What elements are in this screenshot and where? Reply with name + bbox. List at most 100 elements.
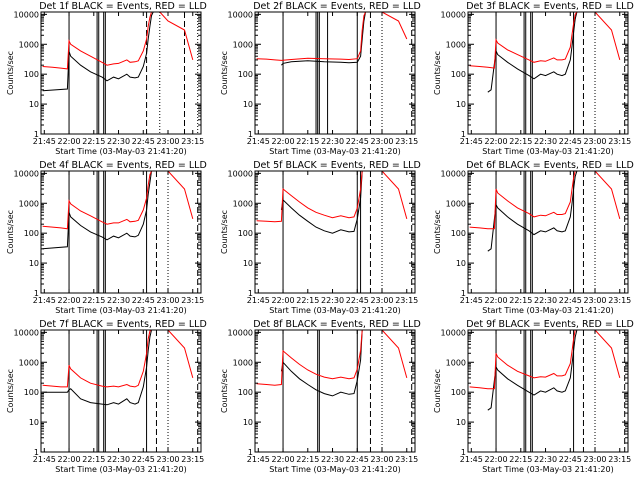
x-tick-label: 22:30 (107, 137, 130, 146)
x-tick-label: 22:15 (509, 137, 532, 146)
y-tick-label: 10000 (14, 328, 39, 337)
y-tick-label: 100 (238, 229, 253, 238)
x-tick-label: 23:00 (156, 137, 179, 146)
y-tick-label: 1 (34, 448, 39, 457)
panel-title: Det 8f BLACK = Events, RED = LLD (253, 319, 421, 330)
y-tick-label: 10000 (14, 10, 39, 19)
detector-panel-5: Det 5f BLACK = Events, RED = LLD 21:45 22:… (220, 160, 421, 315)
x-tick-label: 23:00 (583, 455, 606, 464)
x-tick-label: 23:15 (395, 296, 418, 305)
x-tick-label: 22:45 (132, 455, 155, 464)
y-tick-label: 1 (461, 448, 466, 457)
y-tick-label: 10 (29, 100, 39, 109)
y-tick-label: 100 (451, 388, 466, 397)
x-tick-label: 22:45 (346, 455, 369, 464)
series-line-events (280, 171, 363, 234)
y-tick-label: 10000 (228, 169, 253, 178)
y-tick-label: 10000 (228, 328, 253, 337)
x-axis-label: Start Time (03-May-03 21:41:20) (269, 306, 400, 315)
y-tick-label: 1 (248, 289, 253, 298)
plot-frame (467, 170, 629, 294)
y-tick-label: 1000 (446, 40, 466, 49)
y-tick-label: 100 (24, 229, 39, 238)
x-tick-label: 22:30 (107, 296, 130, 305)
x-tick-label: 22:15 (82, 137, 105, 146)
x-tick-label: 22:45 (132, 137, 155, 146)
y-tick-label: 1 (461, 289, 466, 298)
x-tick-label: 23:15 (395, 455, 418, 464)
x-tick-label: 23:00 (370, 455, 393, 464)
x-tick-label: 22:30 (107, 455, 130, 464)
series-line-events (42, 330, 154, 406)
x-tick-label: 22:30 (534, 455, 557, 464)
x-tick-label: 23:15 (395, 137, 418, 146)
x-tick-label: 22:00 (485, 455, 508, 464)
series-line-events (280, 330, 363, 397)
x-axis-label: Start Time (03-May-03 21:41:20) (482, 147, 613, 156)
y-tick-label: 10000 (441, 328, 466, 337)
y-tick-label: 1000 (19, 358, 39, 367)
x-tick-label: 23:00 (583, 137, 606, 146)
x-tick-label: 22:30 (321, 296, 344, 305)
x-tick-label: 23:00 (156, 455, 179, 464)
y-tick-label: 10000 (441, 10, 466, 19)
x-tick-label: 23:15 (181, 455, 204, 464)
y-tick-label: 100 (451, 70, 466, 79)
x-tick-label: 22:15 (296, 137, 319, 146)
series-line-events (42, 171, 154, 250)
panel-title: Det 5f BLACK = Events, RED = LLD (253, 160, 421, 171)
y-tick-label: 10 (456, 259, 466, 268)
y-axis-label: Counts/sec (220, 210, 229, 254)
x-tick-label: 22:45 (346, 296, 369, 305)
series-line-lld (469, 12, 621, 69)
x-tick-label: 22:45 (559, 296, 582, 305)
x-axis-label: Start Time (03-May-03 21:41:20) (269, 147, 400, 156)
x-tick-label: 21:45 (460, 137, 483, 146)
x-tick-label: 21:45 (247, 296, 270, 305)
series-line-lld (42, 330, 194, 388)
x-axis-label: Start Time (03-May-03 21:41:20) (55, 147, 186, 156)
y-tick-label: 100 (24, 388, 39, 397)
panel-title: Det 9f BLACK = Events, RED = LLD (466, 319, 634, 330)
plot-frame (40, 11, 202, 135)
x-tick-label: 22:45 (559, 455, 582, 464)
y-axis-label: Counts/sec (6, 210, 15, 254)
series-line-events (281, 12, 366, 66)
x-tick-label: 22:30 (321, 455, 344, 464)
x-tick-label: 23:15 (608, 137, 631, 146)
x-tick-label: 21:45 (33, 296, 56, 305)
x-axis-label: Start Time (03-May-03 21:41:20) (55, 465, 186, 474)
y-tick-label: 1 (461, 130, 466, 139)
y-tick-label: 100 (451, 229, 466, 238)
series-line-events (42, 12, 155, 92)
y-tick-label: 100 (238, 388, 253, 397)
x-tick-label: 22:15 (296, 455, 319, 464)
x-tick-label: 22:30 (534, 137, 557, 146)
y-axis-label: Counts/sec (433, 51, 442, 95)
panel-title: Det 2f BLACK = Events, RED = LLD (253, 1, 421, 12)
x-tick-label: 22:00 (485, 296, 508, 305)
plot-frame (254, 11, 416, 135)
y-tick-label: 10 (456, 418, 466, 427)
x-tick-label: 23:00 (156, 296, 179, 305)
y-tick-label: 10 (243, 100, 253, 109)
x-tick-label: 23:15 (608, 296, 631, 305)
series-line-lld (42, 12, 194, 70)
plot-frame (40, 329, 202, 453)
y-axis-label: Counts/sec (433, 369, 442, 413)
panel-title: Det 7f BLACK = Events, RED = LLD (39, 319, 207, 330)
y-axis-label: Counts/sec (6, 369, 15, 413)
x-tick-label: 22:15 (82, 455, 105, 464)
x-tick-label: 23:15 (608, 455, 631, 464)
x-tick-label: 23:00 (583, 296, 606, 305)
x-tick-label: 21:45 (247, 137, 270, 146)
series-line-events (487, 171, 579, 252)
x-tick-label: 22:15 (509, 455, 532, 464)
series-line-lld (256, 330, 408, 386)
y-axis-label: Counts/sec (433, 210, 442, 254)
